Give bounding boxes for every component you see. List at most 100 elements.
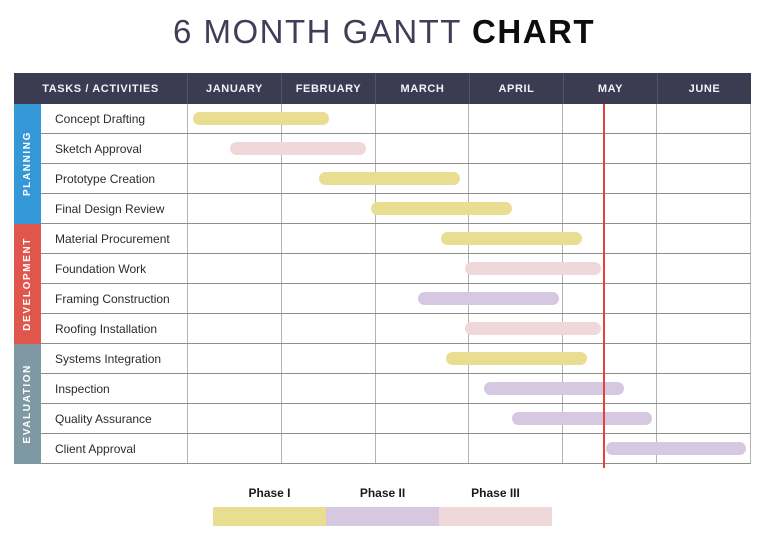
grid-cell	[282, 224, 376, 253]
gantt-bar	[605, 442, 747, 455]
header-month-march: MARCH	[376, 73, 470, 104]
task-label: Client Approval	[41, 434, 188, 463]
grid-cell	[282, 134, 376, 163]
gantt-header-row: TASKS / ACTIVITIES JANUARY FEBRUARY MARC…	[14, 73, 751, 104]
grid-cell	[376, 134, 470, 163]
task-group-evaluation: EVALUATION Systems Integration Inspection Q…	[14, 344, 751, 464]
header-month-may: MAY	[564, 73, 658, 104]
grid-cell	[563, 104, 658, 133]
task-row: Concept Drafting	[41, 104, 751, 134]
task-row: Client Approval	[41, 434, 751, 464]
grid-cell	[563, 374, 658, 403]
grid-cell	[188, 434, 282, 463]
task-row: Prototype Creation	[41, 164, 751, 194]
grid-cell	[469, 434, 564, 463]
grid-cell	[563, 194, 658, 223]
task-label: Material Procurement	[41, 224, 188, 253]
grid-cell	[282, 254, 376, 283]
gantt-table: TASKS / ACTIVITIES JANUARY FEBRUARY MARC…	[14, 73, 751, 468]
grid-cell	[188, 314, 282, 343]
header-tasks-activities: TASKS / ACTIVITIES	[14, 73, 188, 104]
grid-cell	[469, 284, 564, 313]
task-label: Roofing Installation	[41, 314, 188, 343]
grid-cell	[563, 284, 658, 313]
grid-cell	[282, 194, 376, 223]
grid-cell	[469, 194, 564, 223]
grid-cell	[657, 284, 751, 313]
grid-cell	[376, 434, 470, 463]
grid-cell	[563, 254, 658, 283]
task-row: Quality Assurance	[41, 404, 751, 434]
group-label-planning: PLANNING	[14, 104, 41, 224]
grid-cell	[188, 374, 282, 403]
task-label: Final Design Review	[41, 194, 188, 223]
page-title-regular: 6 MONTH GANTT	[172, 13, 473, 50]
page-title-bold: CHART	[472, 13, 596, 50]
task-label: Quality Assurance	[41, 404, 188, 433]
task-row: Foundation Work	[41, 254, 751, 284]
gantt-bar	[230, 142, 367, 155]
group-label-text: DEVELOPMENT	[22, 237, 33, 331]
task-label: Prototype Creation	[41, 164, 188, 193]
grid-cell	[188, 404, 282, 433]
task-label: Framing Construction	[41, 284, 188, 313]
legend-item-phase2: Phase II	[326, 486, 439, 526]
gantt-bar	[319, 172, 461, 185]
grid-cell	[376, 404, 470, 433]
grid-cell	[657, 344, 751, 373]
page-title: 6 MONTH GANTT CHART	[0, 13, 768, 51]
gantt-bar	[417, 292, 559, 305]
grid-cell	[282, 344, 376, 373]
group-label-text: EVALUATION	[22, 364, 33, 444]
gantt-bar	[441, 232, 583, 245]
grid-cell	[376, 104, 470, 133]
group-label-development: DEVELOPMENT	[14, 224, 41, 344]
header-month-june: JUNE	[688, 82, 721, 95]
legend-swatch-phase3	[439, 507, 552, 526]
gantt-bar	[464, 262, 601, 275]
legend-swatch-phase1	[213, 507, 326, 526]
grid-cell	[657, 164, 751, 193]
legend-item-phase3: Phase III	[439, 486, 552, 526]
grid-cell	[657, 194, 751, 223]
grid-cell	[657, 104, 751, 133]
task-group-planning: PLANNING Concept Drafting Sketch Approval P…	[14, 104, 751, 224]
grid-cell	[188, 344, 282, 373]
grid-cell	[376, 314, 470, 343]
task-label: Foundation Work	[41, 254, 188, 283]
grid-cell	[657, 434, 751, 463]
task-row: Framing Construction	[41, 284, 751, 314]
task-row: Final Design Review	[41, 194, 751, 224]
grid-cell	[282, 434, 376, 463]
grid-cell	[376, 374, 470, 403]
grid-cell	[657, 254, 751, 283]
group-task-rows: Systems Integration Inspection Quality Ass…	[41, 344, 751, 464]
grid-cell	[469, 104, 564, 133]
grid-cell	[469, 134, 564, 163]
legend-item-phase1: Phase I	[213, 486, 326, 526]
grid-cell	[188, 254, 282, 283]
legend-label-phase3: Phase III	[471, 486, 520, 500]
gantt-body: PLANNING Concept Drafting Sketch Approval P…	[14, 104, 751, 468]
grid-cell	[657, 314, 751, 343]
group-label-text: PLANNING	[22, 131, 33, 197]
task-label: Sketch Approval	[41, 134, 188, 163]
grid-cell	[657, 224, 751, 253]
group-task-rows: Material Procurement Foundation Work Frami…	[41, 224, 751, 344]
grid-cell	[188, 224, 282, 253]
gantt-bar	[483, 382, 625, 395]
today-marker-line	[602, 104, 605, 468]
grid-cell	[563, 314, 658, 343]
grid-cell	[657, 404, 751, 433]
legend-label-phase1: Phase I	[248, 486, 291, 500]
group-task-rows: Concept Drafting Sketch Approval Prototype…	[41, 104, 751, 224]
grid-cell	[282, 284, 376, 313]
grid-cell	[563, 134, 658, 163]
grid-cell	[657, 134, 751, 163]
gantt-bar	[446, 352, 587, 365]
gantt-bar	[464, 322, 601, 335]
grid-cell	[282, 404, 376, 433]
grid-cell	[282, 314, 376, 343]
task-row: Roofing Installation	[41, 314, 751, 344]
task-label: Concept Drafting	[41, 104, 188, 133]
